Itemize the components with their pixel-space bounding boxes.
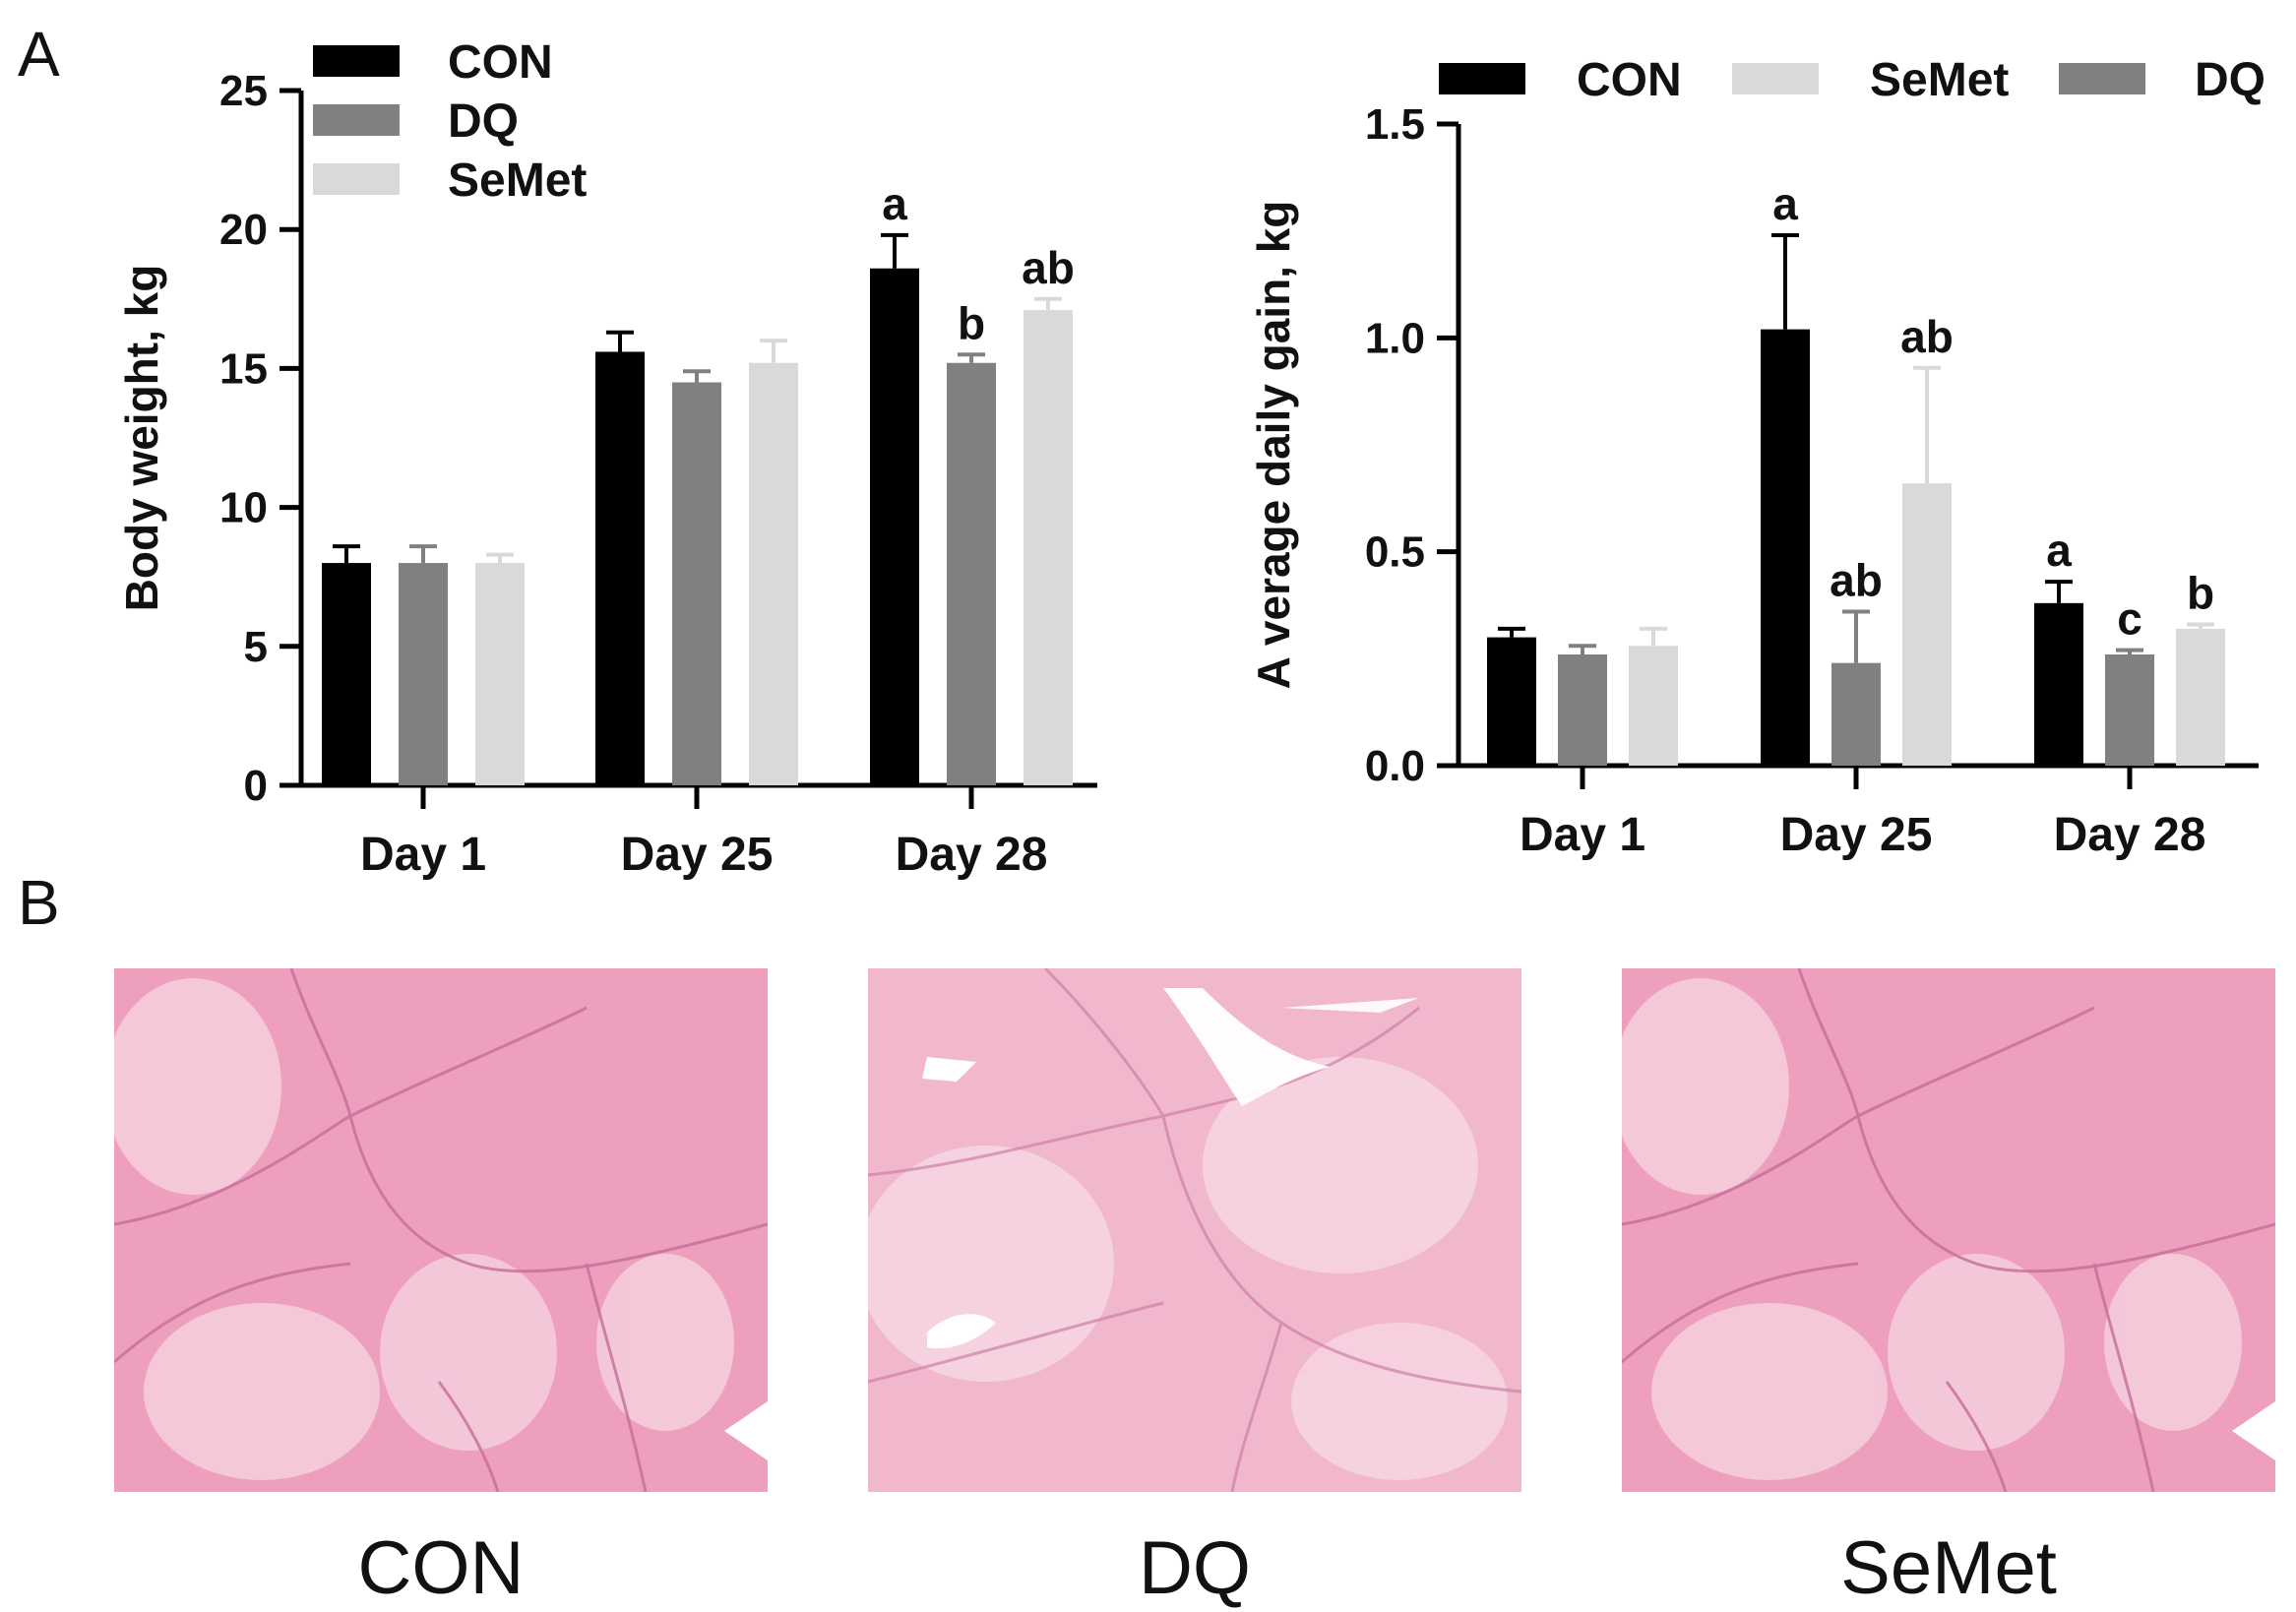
y-tick-label: 20 xyxy=(219,206,268,254)
legend-swatch-con xyxy=(313,45,400,77)
x-category-label: Day 1 xyxy=(1520,809,1645,861)
y-tick-label: 10 xyxy=(219,484,268,532)
bar-semet xyxy=(1902,483,1952,766)
average-daily-gain-chart: 0.0 0.5 1.0 1.5 A verage daily gain, kg Day 1… xyxy=(1248,54,2265,861)
bar-con xyxy=(595,351,645,785)
y-tick-label: 0.5 xyxy=(1365,528,1425,577)
x-category-label: Day 28 xyxy=(2054,809,2206,861)
significance-label: b xyxy=(2187,568,2214,619)
bar-semet xyxy=(1024,310,1073,785)
significance-label: ab xyxy=(1900,311,1954,362)
liver-tissue-image-dq xyxy=(868,968,1521,1492)
caption-semet: SeMet xyxy=(1840,1526,2057,1610)
micrograph-semet xyxy=(1622,968,2275,1492)
bar-con xyxy=(870,268,919,786)
significance-label: a xyxy=(882,178,907,229)
x-category-label: Day 1 xyxy=(360,829,486,881)
x-category-label: Day 25 xyxy=(621,829,774,881)
bar-dq xyxy=(947,362,996,785)
y-axis-title: A verage daily gain, kg xyxy=(1248,201,1299,690)
bar-dq xyxy=(399,563,448,785)
legend-swatch-dq xyxy=(313,104,400,136)
legend-swatch-semet xyxy=(313,163,400,195)
legend-label-dq: DQ xyxy=(448,95,519,148)
y-tick-label: 0.0 xyxy=(1365,742,1425,790)
y-tick-label: 0 xyxy=(244,762,268,810)
legend-label-semet: SeMet xyxy=(1870,54,2009,106)
bar-con xyxy=(1761,329,1810,766)
legend-label-dq: DQ xyxy=(2195,54,2265,106)
bar-semet xyxy=(475,563,525,785)
y-tick-label: 1.0 xyxy=(1365,314,1425,362)
y-tick-label: 15 xyxy=(219,344,268,393)
bar-semet xyxy=(749,362,798,785)
panel-a-label: A xyxy=(18,19,60,90)
legend-swatch-semet xyxy=(1732,63,1819,94)
y-tick-label: 5 xyxy=(244,623,268,671)
significance-label: c xyxy=(2117,593,2142,645)
significance-label: a xyxy=(2046,525,2072,576)
significance-label: a xyxy=(1772,178,1798,229)
significance-label: ab xyxy=(1022,242,1075,293)
liver-tissue-image-semet xyxy=(1622,968,2275,1492)
significance-label: b xyxy=(958,297,985,348)
legend-label-semet: SeMet xyxy=(448,155,587,207)
x-category-label: Day 28 xyxy=(896,829,1048,881)
micrograph-con xyxy=(114,968,768,1492)
bar-semet xyxy=(1629,646,1678,766)
legend-label-con: CON xyxy=(448,36,553,89)
micrograph-dq xyxy=(868,968,1521,1492)
significance-label: ab xyxy=(1830,555,1883,606)
bar-dq xyxy=(1558,653,1607,766)
y-tick-label: 1.5 xyxy=(1365,100,1425,149)
panel-b-label: B xyxy=(18,867,60,938)
bar-dq xyxy=(2105,653,2154,766)
bar-con xyxy=(322,563,371,785)
caption-con: CON xyxy=(357,1526,525,1610)
caption-dq: DQ xyxy=(1139,1526,1251,1610)
y-tick-label: 25 xyxy=(219,67,268,115)
bar-dq xyxy=(1831,662,1881,766)
body-weight-chart: 0 5 10 15 20 25 Body weight, kg Day 1 Day 25 Day … xyxy=(116,36,1097,881)
bar-dq xyxy=(672,382,721,785)
bar-semet xyxy=(2176,628,2225,766)
bar-con xyxy=(1487,637,1536,766)
legend-swatch-dq xyxy=(2059,63,2145,94)
legend-swatch-con xyxy=(1439,63,1525,94)
bar-con xyxy=(2034,602,2083,766)
x-category-label: Day 25 xyxy=(1780,809,1933,861)
y-axis-title: Body weight, kg xyxy=(116,265,167,612)
liver-tissue-image-con xyxy=(114,968,768,1492)
legend-label-con: CON xyxy=(1577,54,1682,106)
